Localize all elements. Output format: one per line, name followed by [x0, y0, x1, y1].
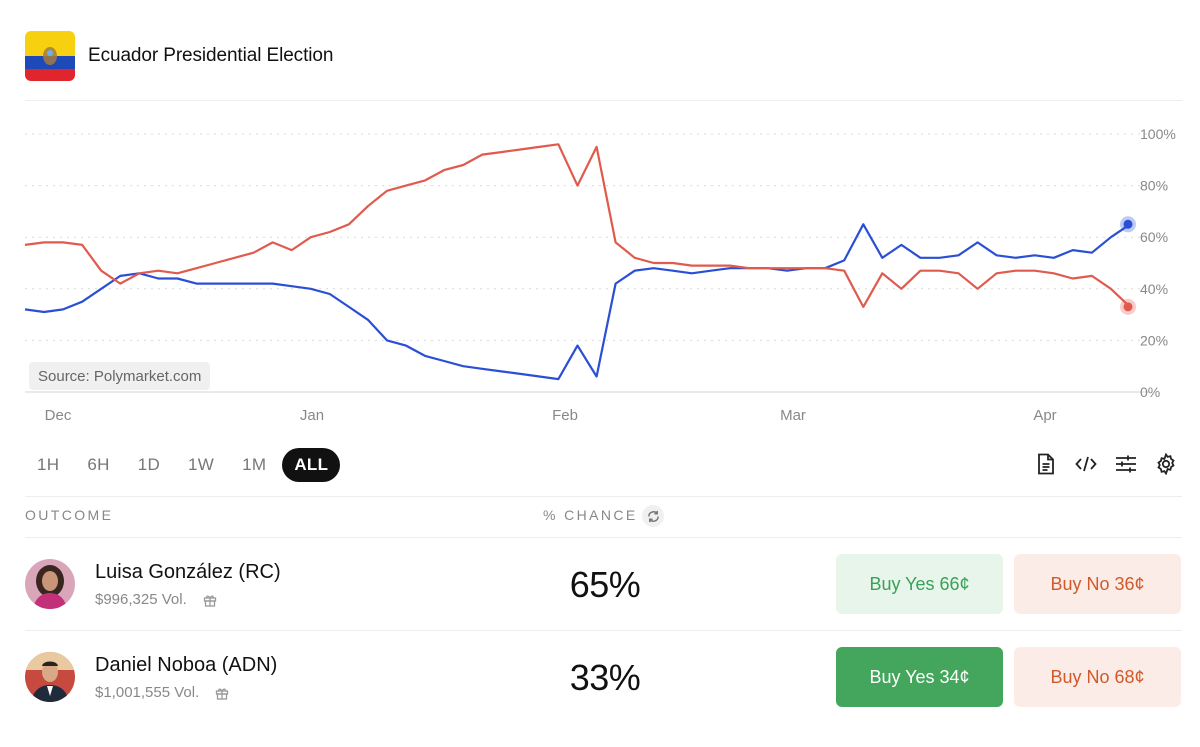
y-tick-label: 0%: [1140, 384, 1160, 400]
y-tick-label: 60%: [1140, 229, 1168, 245]
buy-no-button[interactable]: Buy No 68¢: [1014, 647, 1181, 707]
buy-no-button[interactable]: Buy No 36¢: [1014, 554, 1181, 614]
document-icon[interactable]: [1034, 452, 1058, 476]
chart-tools: [1018, 452, 1178, 476]
x-tick-label: Jan: [300, 407, 324, 424]
buy-yes-button[interactable]: Buy Yes 34¢: [836, 647, 1003, 707]
chance-value: 65%: [569, 564, 641, 605]
outcome-header: OUTCOME: [25, 507, 114, 523]
outcome-row: Daniel Noboa (ADN) $1,001,555 Vol. 33% B…: [0, 631, 1200, 723]
candidate-volume: $996,325 Vol.: [95, 591, 217, 608]
volume-text: $996,325 Vol.: [95, 591, 187, 608]
outcome-row: Luisa González (RC) $996,325 Vol. 65% Bu…: [0, 538, 1200, 630]
y-tick-label: 40%: [1140, 281, 1168, 297]
range-1h-button[interactable]: 1H: [37, 455, 60, 474]
price-chart[interactable]: 100% 80% 60% 40% 20% 0% Dec Jan Feb Mar Apr: [0, 110, 1200, 430]
series-end-dot-1: [1123, 302, 1133, 312]
time-range-selector: 1H 6H 1D 1W 1M ALL: [25, 448, 344, 482]
range-1w-button[interactable]: 1W: [188, 455, 215, 474]
y-tick-label: 100%: [1140, 126, 1176, 142]
chance-value: 33%: [569, 657, 641, 698]
settings-icon[interactable]: [1154, 452, 1178, 476]
x-tick-label: Mar: [780, 407, 806, 424]
candidate-name[interactable]: Luisa González (RC): [95, 561, 281, 583]
gift-icon[interactable]: [215, 686, 229, 700]
table-top-divider: [25, 496, 1182, 497]
sliders-icon[interactable]: [1114, 452, 1138, 476]
range-6h-button[interactable]: 6H: [87, 455, 110, 474]
series-line-1: [24, 143, 1131, 308]
refresh-icon[interactable]: [642, 505, 664, 527]
volume-text: $1,001,555 Vol.: [95, 684, 200, 701]
gift-icon[interactable]: [203, 593, 217, 607]
y-tick-label: 20%: [1140, 332, 1168, 348]
chart-svg: 100% 80% 60% 40% 20% 0% Dec Jan Feb Mar Apr: [24, 126, 1176, 424]
code-icon[interactable]: [1074, 452, 1098, 476]
x-tick-label: Dec: [45, 407, 72, 424]
range-all-button[interactable]: ALL: [282, 448, 341, 482]
y-tick-label: 80%: [1140, 178, 1168, 194]
series-end-dot-0: [1123, 219, 1133, 229]
avatar: [25, 652, 75, 702]
x-tick-label: Apr: [1033, 407, 1056, 424]
candidate-name[interactable]: Daniel Noboa (ADN): [95, 654, 278, 676]
market-header: Ecuador Presidential Election: [25, 30, 333, 82]
x-tick-label: Feb: [552, 407, 578, 424]
table-header-divider: [25, 537, 1182, 538]
range-1d-button[interactable]: 1D: [137, 455, 161, 474]
row-divider: [25, 630, 1182, 631]
avatar: [25, 559, 75, 609]
source-badge: Source: Polymarket.com: [29, 362, 211, 390]
chance-header: % CHANCE: [543, 507, 638, 523]
series-line-0: [24, 223, 1131, 381]
page-title: Ecuador Presidential Election: [88, 45, 334, 66]
header-divider: [25, 100, 1182, 101]
buy-yes-button[interactable]: Buy Yes 66¢: [836, 554, 1003, 614]
range-1m-button[interactable]: 1M: [242, 455, 267, 474]
ecuador-flag-icon: [25, 31, 75, 81]
candidate-volume: $1,001,555 Vol.: [95, 684, 229, 701]
